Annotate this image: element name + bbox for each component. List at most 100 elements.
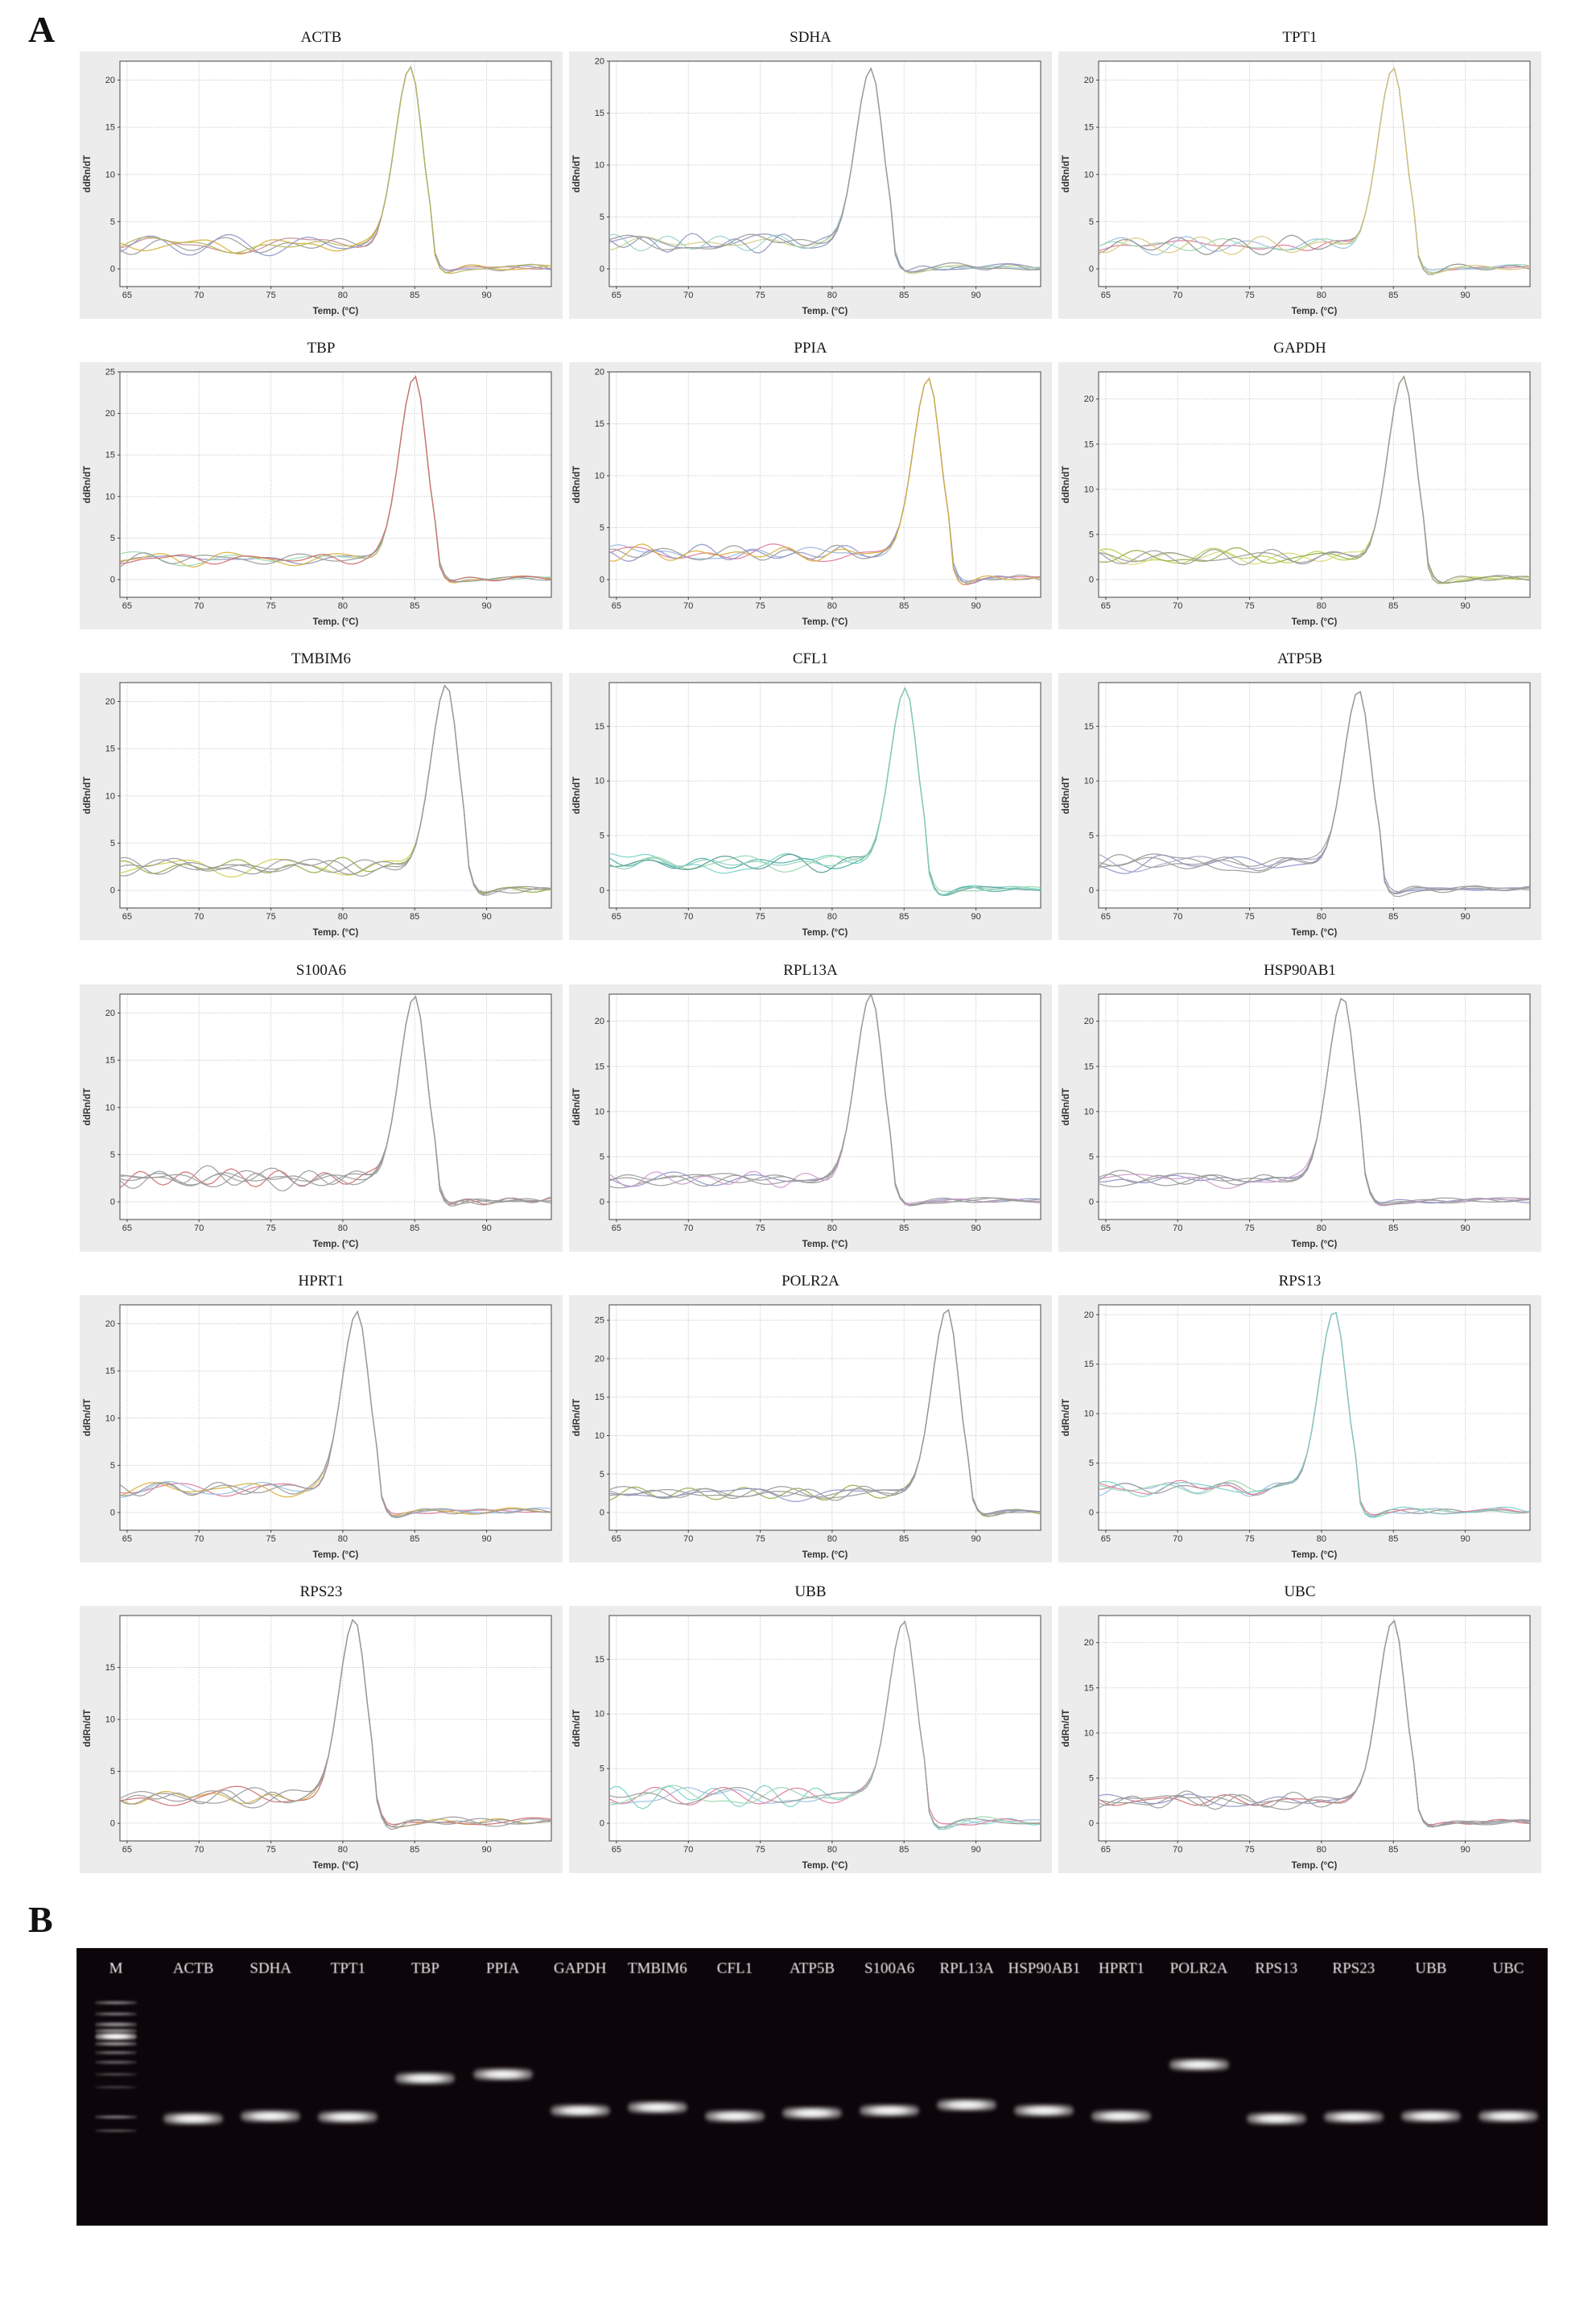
svg-text:ddRn/dT: ddRn/dT — [572, 777, 582, 815]
svg-text:5: 5 — [1089, 530, 1094, 540]
svg-text:85: 85 — [410, 1534, 419, 1544]
svg-text:0: 0 — [110, 576, 115, 585]
svg-text:ddRn/dT: ddRn/dT — [83, 1710, 93, 1748]
svg-text:5: 5 — [1089, 1152, 1094, 1162]
svg-text:80: 80 — [1317, 1534, 1326, 1544]
svg-text:5: 5 — [110, 1767, 115, 1777]
svg-text:15: 15 — [105, 451, 115, 460]
svg-text:80: 80 — [1317, 1845, 1326, 1855]
svg-text:70: 70 — [1173, 912, 1182, 922]
svg-text:CFL1: CFL1 — [793, 650, 828, 667]
svg-text:ddRn/dT: ddRn/dT — [572, 155, 582, 193]
svg-text:20: 20 — [1084, 394, 1094, 404]
svg-text:10: 10 — [595, 161, 604, 171]
svg-text:75: 75 — [266, 291, 275, 300]
svg-text:85: 85 — [899, 1534, 909, 1544]
svg-text:5: 5 — [1089, 832, 1094, 841]
svg-text:90: 90 — [971, 912, 980, 922]
svg-text:ATP5B: ATP5B — [1277, 650, 1322, 667]
svg-text:5: 5 — [110, 839, 115, 848]
svg-text:70: 70 — [683, 291, 693, 300]
svg-text:70: 70 — [1173, 1845, 1182, 1855]
svg-text:10: 10 — [105, 792, 115, 802]
svg-text:RPS23: RPS23 — [300, 1583, 343, 1600]
svg-text:80: 80 — [338, 1845, 348, 1855]
svg-text:15: 15 — [1084, 1360, 1094, 1369]
svg-text:15: 15 — [595, 1393, 604, 1402]
svg-text:10: 10 — [595, 777, 604, 786]
svg-text:15: 15 — [105, 1366, 115, 1376]
svg-text:90: 90 — [971, 291, 980, 300]
svg-text:10: 10 — [1084, 1728, 1094, 1738]
svg-text:5: 5 — [600, 1152, 604, 1162]
svg-text:Temp. (°C): Temp. (°C) — [313, 1550, 359, 1560]
svg-text:70: 70 — [194, 1224, 204, 1233]
svg-text:HPRT1: HPRT1 — [299, 1273, 344, 1290]
svg-text:20: 20 — [105, 1009, 115, 1018]
svg-text:10: 10 — [1084, 170, 1094, 180]
svg-text:ddRn/dT: ddRn/dT — [1062, 1087, 1071, 1125]
svg-text:65: 65 — [612, 1845, 621, 1855]
svg-text:85: 85 — [1388, 1845, 1398, 1855]
svg-text:90: 90 — [481, 1224, 491, 1233]
svg-text:85: 85 — [899, 601, 909, 611]
svg-text:15: 15 — [595, 1062, 604, 1071]
svg-text:10: 10 — [105, 1715, 115, 1724]
svg-text:0: 0 — [1089, 1197, 1094, 1207]
svg-text:75: 75 — [266, 1224, 275, 1233]
svg-text:15: 15 — [1084, 440, 1094, 449]
svg-text:90: 90 — [1460, 912, 1470, 922]
svg-text:UBC: UBC — [1284, 1583, 1315, 1600]
svg-text:10: 10 — [595, 1431, 604, 1441]
svg-text:70: 70 — [1173, 1224, 1182, 1233]
svg-text:5: 5 — [600, 832, 604, 841]
svg-text:5: 5 — [600, 1764, 604, 1774]
svg-text:ddRn/dT: ddRn/dT — [572, 466, 582, 504]
svg-text:20: 20 — [595, 1017, 604, 1026]
svg-text:15: 15 — [105, 745, 115, 754]
svg-text:75: 75 — [266, 912, 275, 922]
svg-text:ddRn/dT: ddRn/dT — [83, 155, 93, 193]
svg-text:80: 80 — [1317, 601, 1326, 611]
svg-text:85: 85 — [1388, 912, 1398, 922]
svg-text:0: 0 — [1089, 576, 1094, 585]
svg-text:POLR2A: POLR2A — [782, 1273, 839, 1290]
svg-text:20: 20 — [1084, 1310, 1094, 1320]
svg-text:20: 20 — [105, 409, 115, 419]
svg-text:15: 15 — [595, 419, 604, 429]
svg-text:90: 90 — [971, 1534, 980, 1544]
svg-text:70: 70 — [683, 912, 693, 922]
svg-text:65: 65 — [1101, 291, 1111, 300]
svg-text:TBP: TBP — [307, 340, 336, 357]
svg-text:90: 90 — [481, 1845, 491, 1855]
svg-text:5: 5 — [1089, 1459, 1094, 1468]
svg-text:80: 80 — [338, 912, 348, 922]
svg-text:80: 80 — [338, 1224, 348, 1233]
svg-text:ddRn/dT: ddRn/dT — [1062, 1398, 1071, 1436]
svg-text:90: 90 — [1460, 1534, 1470, 1544]
svg-text:ddRn/dT: ddRn/dT — [1062, 1710, 1071, 1748]
svg-text:Temp. (°C): Temp. (°C) — [313, 617, 359, 627]
svg-text:5: 5 — [110, 1461, 115, 1471]
svg-text:ddRn/dT: ddRn/dT — [572, 1087, 582, 1125]
svg-text:20: 20 — [105, 76, 115, 85]
svg-text:75: 75 — [755, 1224, 765, 1233]
svg-text:Temp. (°C): Temp. (°C) — [802, 1550, 848, 1560]
svg-text:70: 70 — [194, 291, 204, 300]
svg-text:20: 20 — [595, 57, 604, 67]
svg-text:0: 0 — [110, 1197, 115, 1207]
svg-text:80: 80 — [1317, 291, 1326, 300]
svg-text:20: 20 — [1084, 1017, 1094, 1026]
svg-text:90: 90 — [1460, 291, 1470, 300]
svg-text:UBB: UBB — [794, 1583, 826, 1600]
svg-text:65: 65 — [122, 1845, 132, 1855]
svg-text:15: 15 — [1084, 722, 1094, 732]
svg-text:ACTB: ACTB — [301, 29, 342, 46]
svg-text:ddRn/dT: ddRn/dT — [1062, 155, 1071, 193]
svg-text:85: 85 — [899, 912, 909, 922]
svg-text:0: 0 — [110, 1818, 115, 1828]
svg-text:90: 90 — [1460, 1224, 1470, 1233]
svg-text:RPS13: RPS13 — [1279, 1273, 1322, 1290]
svg-text:PPIA: PPIA — [794, 340, 827, 357]
svg-text:65: 65 — [612, 1534, 621, 1544]
